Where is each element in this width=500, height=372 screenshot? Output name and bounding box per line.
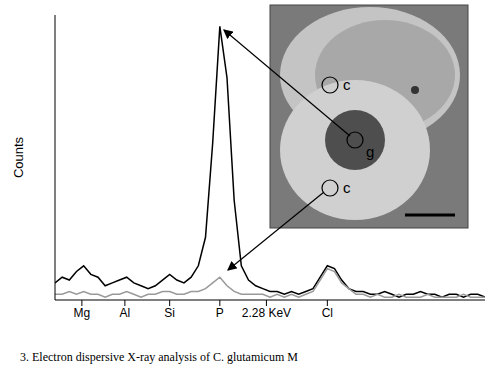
svg-text:g: g [366, 143, 374, 160]
svg-text:c: c [343, 179, 351, 196]
svg-text:Cl: Cl [322, 306, 333, 320]
svg-text:Counts: Counts [11, 136, 26, 178]
html-text:3. Electron dispersive X-ray a: 3. Electron dispersive X-ray analysis of… [20, 350, 298, 364]
svg-text:Si: Si [164, 306, 175, 320]
svg-text:c: c [343, 76, 351, 93]
svg-text:2.28 KeV: 2.28 KeV [242, 306, 291, 320]
svg-text:Al: Al [120, 306, 131, 320]
svg-text:Mg: Mg [74, 306, 91, 320]
svg-text:P: P [216, 306, 224, 320]
